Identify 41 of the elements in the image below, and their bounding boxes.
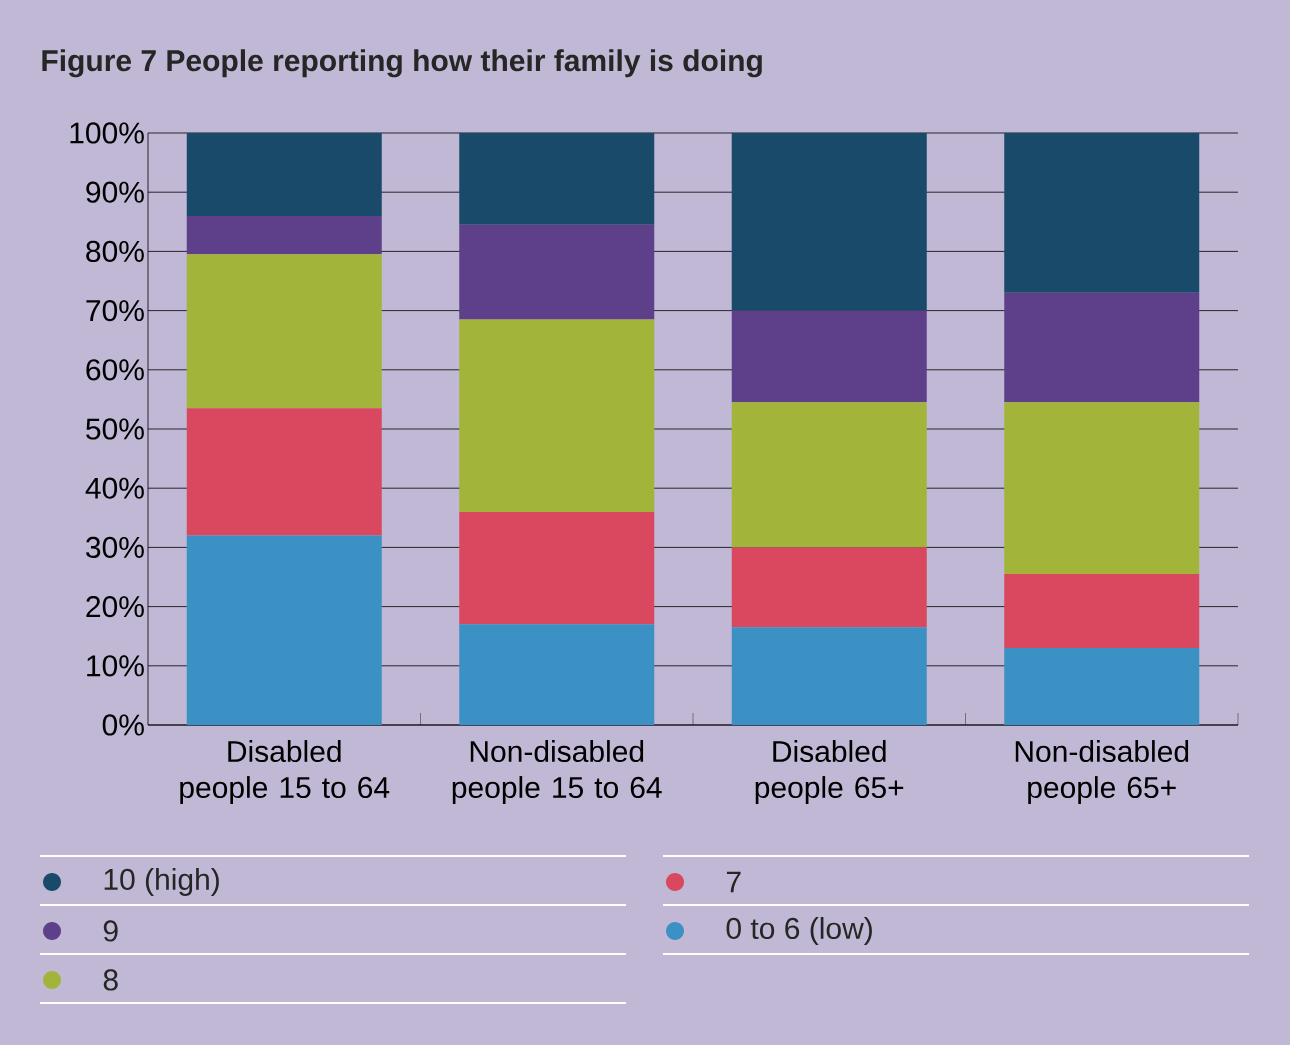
y-tick-label: 20% [86,595,144,618]
legend-label: 8 [103,969,118,991]
legend-label: 7 [726,871,741,893]
legend-label: 10 (high) [104,868,219,896]
y-tick-label: 70% [86,299,144,322]
y-tick-label: 60% [86,359,144,381]
bar [1004,648,1200,725]
y-tick-label: 80% [86,240,144,263]
legend-label: 9 [103,920,118,942]
x-tick-label: Non-disabled people 65+ [1015,740,1189,805]
bar [731,133,927,311]
bar [731,547,927,628]
y-tick-label: 40% [85,477,144,499]
y-tick-label: 30% [86,536,144,559]
bar [186,535,382,725]
x-tick-label: Disabled people 15 to 64 [180,740,390,805]
bar [459,624,655,725]
bar [1004,292,1200,403]
bar [459,511,655,625]
y-tick-label: 100% [70,122,144,144]
bar [186,215,382,255]
bar [1004,133,1200,293]
bar [459,224,655,320]
bar [459,319,655,512]
y-tick-label: 90% [86,181,144,203]
bar [1004,402,1200,575]
bar [1004,574,1200,649]
y-tick-label: 10% [87,655,144,677]
bar [186,408,382,536]
legend-label: 0 to 6 (low) [726,917,872,945]
bar [186,133,382,216]
bar [731,627,927,725]
bar [731,310,927,403]
bar [186,254,382,409]
x-tick-label: Non-disabled people 15 to 64 [452,740,662,805]
bar [459,133,655,225]
bar [731,402,927,548]
chart-title: Figure 7 People reporting how their family is doing [42,49,762,78]
y-tick-label: 0% [102,714,144,736]
y-tick-label: 50% [86,418,144,440]
x-tick-label: Disabled people 65+ [755,740,904,805]
